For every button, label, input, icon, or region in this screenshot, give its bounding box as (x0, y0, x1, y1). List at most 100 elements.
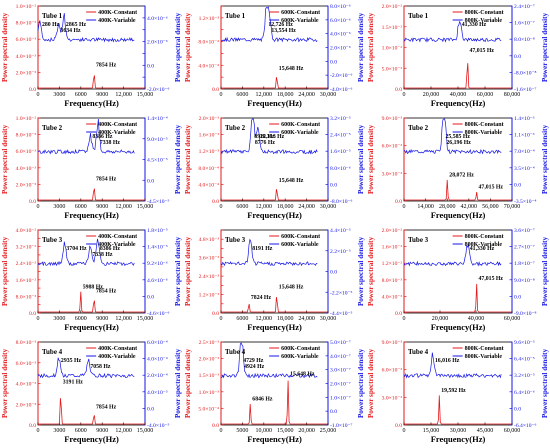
variable-series-line (37, 238, 135, 267)
x-axis-title: Frequency(Hz) (64, 322, 119, 332)
peak-annotation: 3704 Hz (66, 246, 87, 252)
left-tick-label: 0.0 (395, 199, 402, 205)
peak-annotation: 19,592 Hz (441, 388, 466, 394)
peak-annotation: 7854 Hz (96, 405, 117, 411)
peak-annotation: 7854 Hz (96, 288, 117, 294)
x-axis-title: Frequency(Hz) (431, 210, 486, 220)
right-tick-label: 5.0×10⁻⁷ (330, 340, 351, 346)
x-tick-label: 12,000 (115, 92, 132, 98)
peak-annotation: 28,072 Hz (449, 172, 474, 178)
peak-annotation: 15,648 Hz (290, 371, 315, 377)
right-tick-label: 3.2×10⁻⁵ (330, 116, 351, 122)
peak-annotation: 280 Hz (42, 22, 60, 28)
right-tick-label: 6.0×10⁻⁴ (147, 340, 168, 346)
legend-label-variable: 600K-Variable (281, 18, 319, 24)
constant-series-line (38, 75, 145, 89)
x-axis-title: Frequency(Hz) (247, 98, 302, 108)
legend-label-constant: 800K-Constant (465, 10, 504, 16)
x-tick-label: 10,000 (256, 428, 272, 434)
x-tick-label: 6000 (236, 316, 248, 322)
left-tick-label: 1.0×10⁻² (16, 116, 37, 122)
peak-annotation: 3191 Hz (63, 380, 84, 386)
x-tick-label: 0 (403, 204, 406, 210)
y-axis-title-left: Power spectral density (184, 236, 192, 306)
left-tick-label: 4.0×10⁻³ (382, 294, 403, 300)
variable-series-line (37, 357, 135, 379)
legend-label-variable: 600K-Variable (281, 354, 319, 360)
x-tick-label: 9000 (96, 92, 108, 98)
spectrum-panel-7: Power spectral density Power spectral den… (1, 228, 182, 332)
peak-annotation: 26,196 Hz (446, 140, 471, 146)
y-axis-title-left: Power spectral density (1, 124, 9, 194)
legend-label-variable: 800K-Variable (465, 130, 503, 136)
x-tick-label: 24,000 (298, 316, 315, 322)
left-tick-label: 1.2×10⁻³ (199, 293, 220, 299)
left-tick-label: 8.0×10⁻⁴ (198, 40, 219, 46)
legend-label-variable: 400K-Variable (98, 18, 136, 24)
left-tick-label: 9.0×10⁻³ (382, 340, 403, 346)
tube-label: Tube 3 (408, 236, 429, 244)
right-tick-label: 3.5×10⁻⁴ (514, 166, 535, 172)
spectrum-panel-1: Power spectral density Power spectral den… (1, 4, 182, 108)
x-tick-label: 14,000 (417, 204, 434, 210)
x-tick-label: 0 (37, 92, 40, 98)
left-tick-label: 3.6×10⁻³ (199, 256, 220, 262)
left-tick-label: 2.0×10⁻³ (199, 116, 220, 122)
x-tick-label: 18,000 (277, 204, 294, 210)
x-tick-label: 6000 (75, 92, 87, 98)
x-tick-label: 9000 (96, 316, 108, 322)
right-tick-label: -3.5×10⁻⁴ (514, 199, 537, 205)
left-tick-label: 0.0 (212, 311, 219, 317)
tube-label: Tube 1 (408, 12, 429, 20)
left-tick-label: 1.2×10⁻³ (199, 149, 220, 155)
right-tick-label: -2.2×10⁻⁵ (330, 290, 353, 296)
right-tick-label: 2.2×10⁻⁵ (330, 249, 351, 255)
x-tick-label: 70,000 (504, 204, 521, 210)
tube-label: Tube 1 (42, 12, 63, 20)
left-tick-label: 0.0 (212, 87, 219, 93)
left-tick-label: 1.6×10⁻² (16, 278, 37, 284)
tube-label: Tube 4 (42, 348, 63, 356)
peak-annotation: 7338 Hz (100, 140, 121, 146)
right-tick-label: 2.0×10⁻⁶ (147, 40, 168, 46)
x-tick-label: 0 (403, 428, 406, 434)
legend-label-variable: 800K-Variable (465, 242, 503, 248)
variable-series-line (403, 352, 502, 379)
y-axis-title-left: Power spectral density (367, 236, 375, 306)
left-tick-label: 4.0×10⁻² (16, 228, 37, 234)
legend-label-constant: 800K-Constant (465, 234, 504, 240)
right-tick-label: -8.0×10⁻⁸ (514, 70, 537, 76)
left-tick-label: 4.8×10⁻³ (199, 237, 220, 243)
y-axis-title-left: Power spectral density (367, 348, 375, 418)
legend-label-constant: 600K-Constant (281, 234, 320, 240)
left-tick-label: 1.0×10⁻³ (199, 390, 220, 396)
y-axis-title-right: Power spectral density (357, 124, 365, 194)
right-tick-label: 4.0×10⁻⁶ (147, 16, 168, 22)
x-tick-label: 24,000 (298, 92, 315, 98)
left-tick-label: 8.0×10⁻³ (16, 21, 37, 27)
right-tick-label: -1.0×10⁻⁷ (330, 423, 353, 429)
right-tick-label: 4.5×10⁻⁵ (147, 158, 168, 164)
x-axis-title: Frequency(Hz) (247, 322, 302, 332)
peak-annotation: 12,726 Hz (268, 22, 293, 28)
tube-label: Tube 3 (225, 236, 246, 244)
right-tick-label: 1.4×10⁻³ (514, 116, 535, 122)
left-tick-label: 8.0×10⁻³ (16, 133, 37, 139)
peak-annotation: 41,330 Hz (470, 246, 495, 252)
constant-series-line (404, 395, 512, 425)
spectrum-panel-2: Power spectral density Power spectral den… (184, 4, 365, 108)
right-tick-label: 7.0×10⁻⁴ (514, 149, 535, 155)
peak-annotation: 47,015 Hz (479, 185, 504, 191)
right-tick-label: 0.0 (147, 294, 154, 300)
left-tick-label: 0.0 (29, 199, 36, 205)
left-tick-label: 4.0×10⁻³ (16, 382, 37, 388)
left-tick-label: 1.6×10⁻³ (199, 133, 220, 139)
x-tick-label: 6000 (236, 92, 248, 98)
y-axis-title-left: Power spectral density (184, 124, 192, 194)
legend-label-constant: 400K-Constant (98, 10, 137, 16)
variable-series-line (220, 238, 318, 267)
peak-annotation: 4729 Hz (243, 358, 264, 364)
right-tick-label: 4.0×10⁻⁶ (330, 32, 351, 38)
left-tick-label: 2.0×10⁻³ (16, 402, 37, 408)
